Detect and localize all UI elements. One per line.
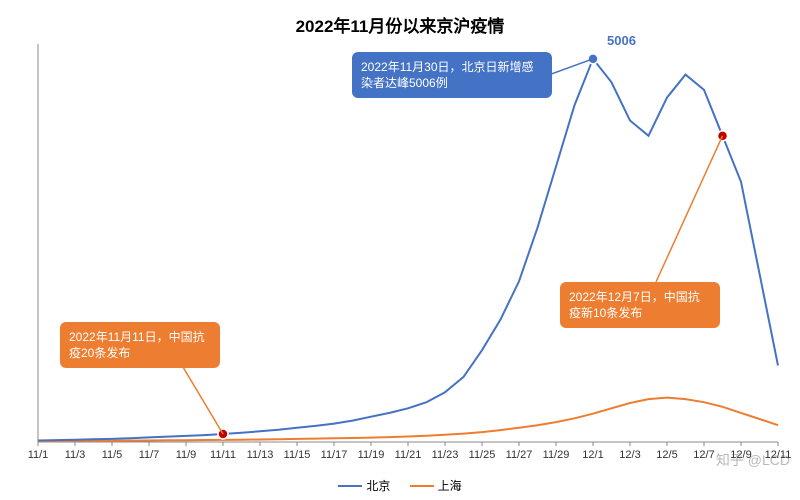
chart-container: 2022年11月份以来京沪疫情 11/111/311/511/711/911/1…	[0, 0, 800, 500]
svg-text:11/21: 11/21	[395, 449, 422, 461]
svg-text:11/9: 11/9	[176, 449, 197, 461]
svg-text:11/29: 11/29	[543, 449, 570, 461]
legend-label-shanghai: 上海	[438, 477, 462, 494]
legend-item-shanghai: 上海	[410, 477, 462, 494]
svg-text:11/13: 11/13	[247, 449, 274, 461]
svg-text:12/3: 12/3	[619, 449, 640, 461]
callout-c1: 2022年11月11日，中国抗疫20条发布	[60, 322, 220, 368]
svg-text:11/11: 11/11	[210, 449, 236, 461]
svg-text:11/5: 11/5	[102, 449, 123, 461]
svg-text:11/19: 11/19	[358, 449, 385, 461]
svg-text:11/3: 11/3	[65, 449, 86, 461]
legend-swatch-beijing	[338, 485, 362, 487]
svg-text:11/17: 11/17	[321, 449, 348, 461]
legend-swatch-shanghai	[410, 485, 434, 487]
svg-text:11/23: 11/23	[432, 449, 459, 461]
watermark: 知乎 @LCD	[716, 450, 790, 470]
legend-label-beijing: 北京	[366, 477, 390, 494]
svg-text:5006: 5006	[607, 33, 636, 48]
callout-c3: 2022年12月7日，中国抗疫新10条发布	[560, 282, 720, 328]
svg-text:11/15: 11/15	[284, 449, 311, 461]
svg-text:11/27: 11/27	[506, 449, 533, 461]
svg-text:12/1: 12/1	[582, 449, 603, 461]
legend-item-beijing: 北京	[338, 477, 390, 494]
callout-c2: 2022年11月30日，北京日新增感染者达峰5006例	[352, 52, 552, 98]
svg-text:11/7: 11/7	[139, 449, 160, 461]
svg-text:12/5: 12/5	[656, 449, 677, 461]
legend: 北京 上海	[0, 476, 800, 495]
svg-text:12/7: 12/7	[693, 449, 714, 461]
svg-text:11/25: 11/25	[469, 449, 496, 461]
svg-text:11/1: 11/1	[28, 449, 49, 461]
